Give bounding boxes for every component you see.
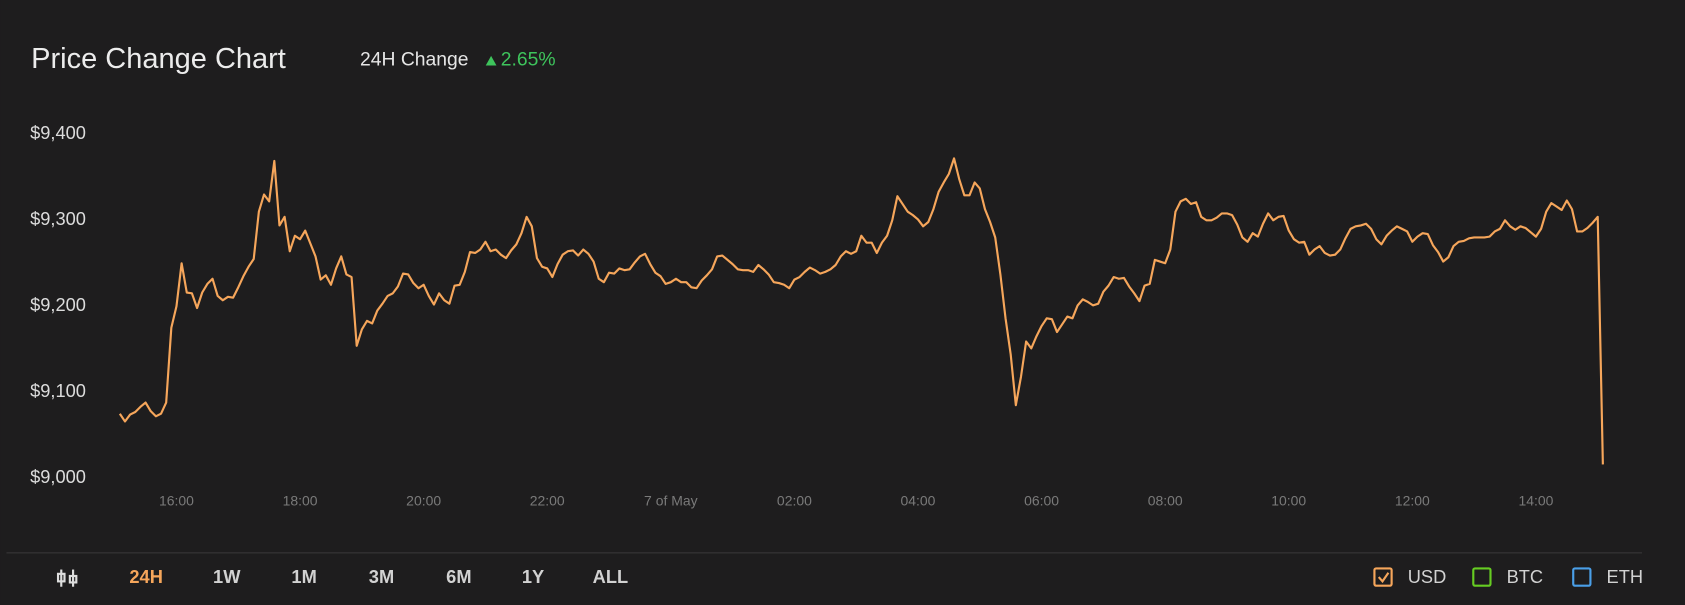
candle-icon (68, 574, 78, 584)
legend-checkbox[interactable] (1572, 567, 1592, 587)
chart-title: Price Change Chart (31, 43, 286, 75)
y-tick-label: $9,400 (30, 122, 86, 143)
candles-toggle[interactable] (56, 569, 78, 587)
candle-icon (56, 572, 66, 583)
x-tick-label: 18:00 (283, 493, 318, 509)
x-tick-label: 14:00 (1518, 493, 1553, 509)
y-tick-label: $9,300 (30, 208, 86, 229)
range-button[interactable]: 6M (446, 566, 471, 587)
legend-checkbox[interactable] (1472, 567, 1492, 587)
x-tick-label: 12:00 (1395, 493, 1430, 509)
x-tick-label: 08:00 (1148, 493, 1183, 509)
legend-label: USD (1408, 566, 1447, 587)
legend-label: BTC (1507, 566, 1543, 587)
legend-label: ETH (1607, 566, 1643, 587)
x-tick-label: 20:00 (406, 493, 441, 509)
price-line (118, 157, 1604, 465)
y-tick-label: $9,100 (30, 380, 86, 401)
x-tick-label: 16:00 (159, 493, 194, 509)
range-button[interactable]: 3M (369, 566, 394, 587)
x-tick-label: 02:00 (777, 493, 812, 509)
change-value: 2.65% (501, 48, 556, 70)
change-label: 24H Change (360, 48, 469, 70)
range-button[interactable]: ALL (593, 566, 628, 587)
check-mark (1377, 572, 1390, 584)
range-button[interactable]: 1W (213, 566, 241, 587)
up-arrow (485, 55, 497, 66)
x-tick-label: 10:00 (1271, 493, 1306, 509)
range-button[interactable]: 24H (129, 566, 162, 587)
y-tick-label: $9,000 (30, 466, 86, 487)
x-tick-label: 22:00 (530, 493, 565, 509)
x-tick-label: 06:00 (1024, 493, 1059, 509)
x-tick-label: 7 of May (644, 493, 698, 509)
range-button[interactable]: 1M (291, 566, 316, 587)
x-tick-label: 04:00 (901, 493, 936, 509)
legend-checkbox[interactable] (1373, 567, 1393, 587)
y-tick-label: $9,200 (30, 294, 86, 315)
range-button[interactable]: 1Y (522, 566, 544, 587)
